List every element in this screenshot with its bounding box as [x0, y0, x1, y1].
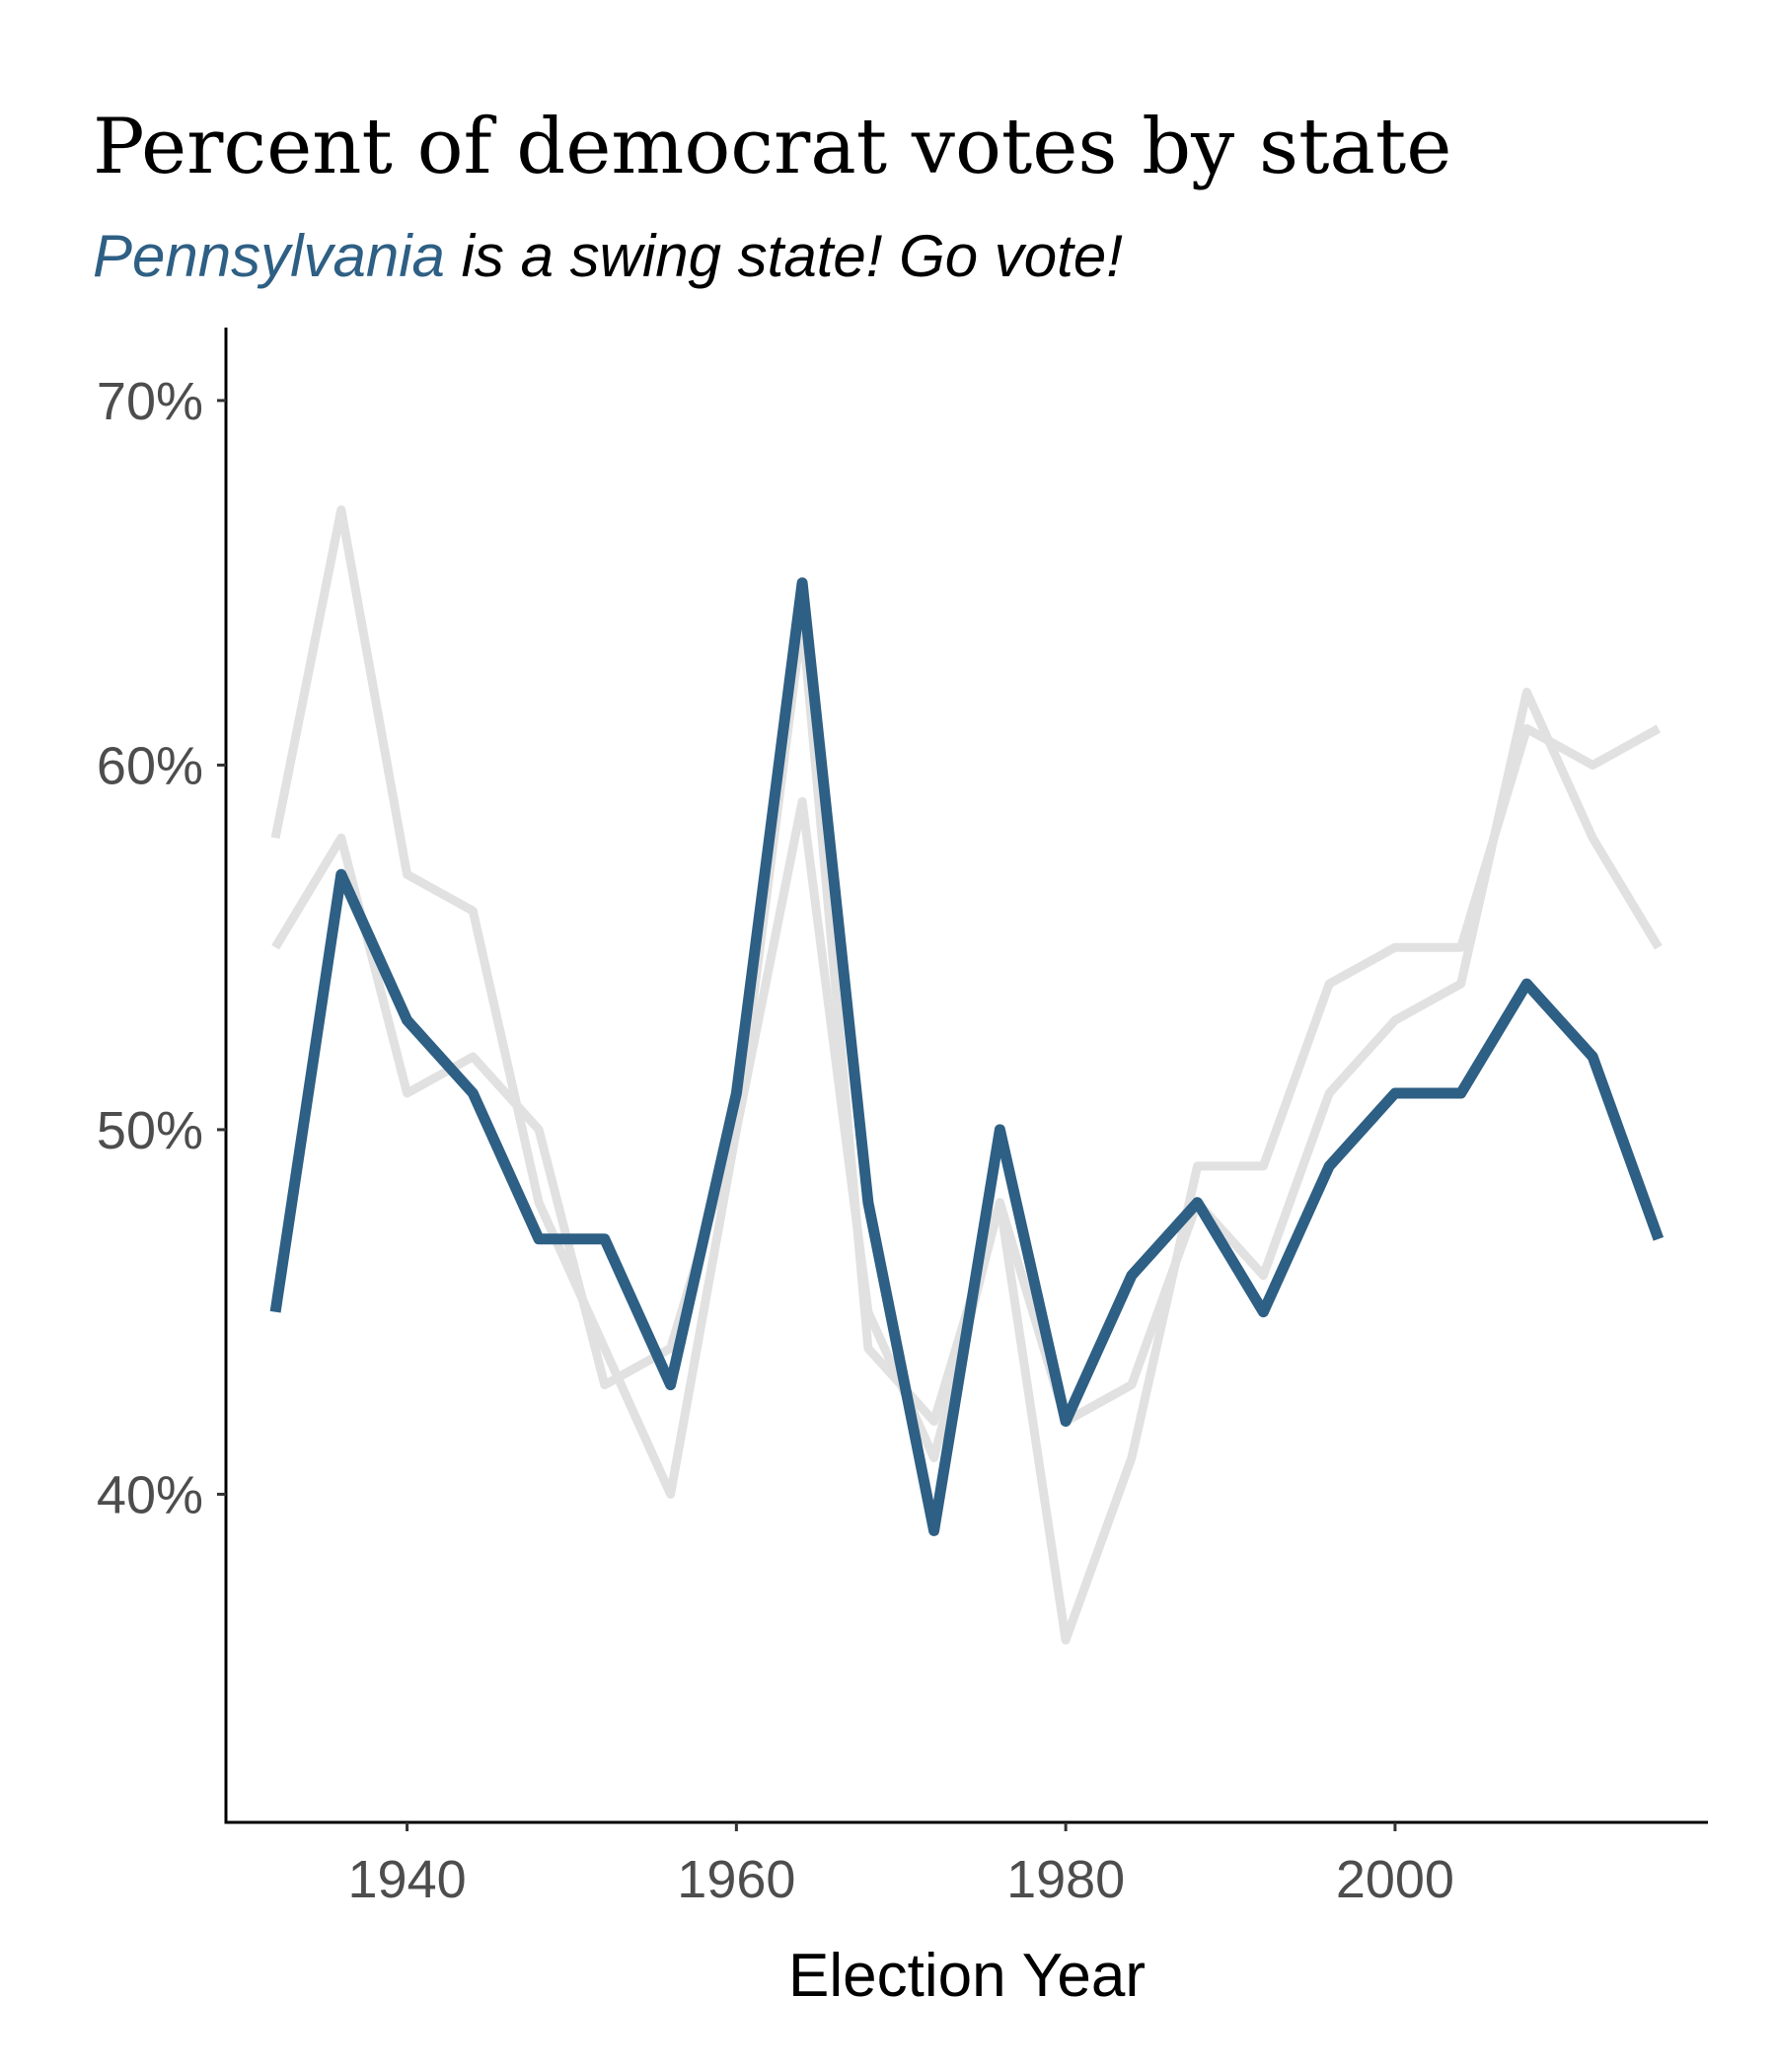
chart-subtitle: Pennsylvania is a swing state! Go vote!	[93, 223, 1123, 289]
y-tick-label: 50%	[97, 1101, 203, 1160]
x-axis-title: Election Year	[788, 1942, 1146, 2010]
x-tick-label: 1980	[1006, 1850, 1125, 1909]
subtitle-message: is a swing state! Go vote!	[445, 223, 1123, 289]
chart-title: Percent of democrat votes by state	[93, 103, 1451, 191]
other-state-line	[270, 505, 1662, 1645]
y-tick-label: 40%	[97, 1465, 203, 1524]
series-pennsylvania	[269, 577, 1665, 1536]
x-tick-label: 2000	[1336, 1850, 1454, 1909]
x-tick-label: 1940	[348, 1850, 467, 1909]
y-tick-label: 60%	[97, 736, 203, 795]
ticks-layer: 40% 50% 60% 70% 1940 1960 1980 2000	[97, 372, 1454, 1909]
series-other-state-1	[270, 505, 1662, 1645]
x-tick-label: 1960	[677, 1850, 795, 1909]
subtitle-highlight-state: Pennsylvania	[93, 223, 445, 289]
pennsylvania-line	[269, 577, 1665, 1536]
y-tick-label: 70%	[97, 372, 203, 431]
axes-layer	[224, 328, 1708, 1824]
series-layer	[269, 505, 1665, 1645]
